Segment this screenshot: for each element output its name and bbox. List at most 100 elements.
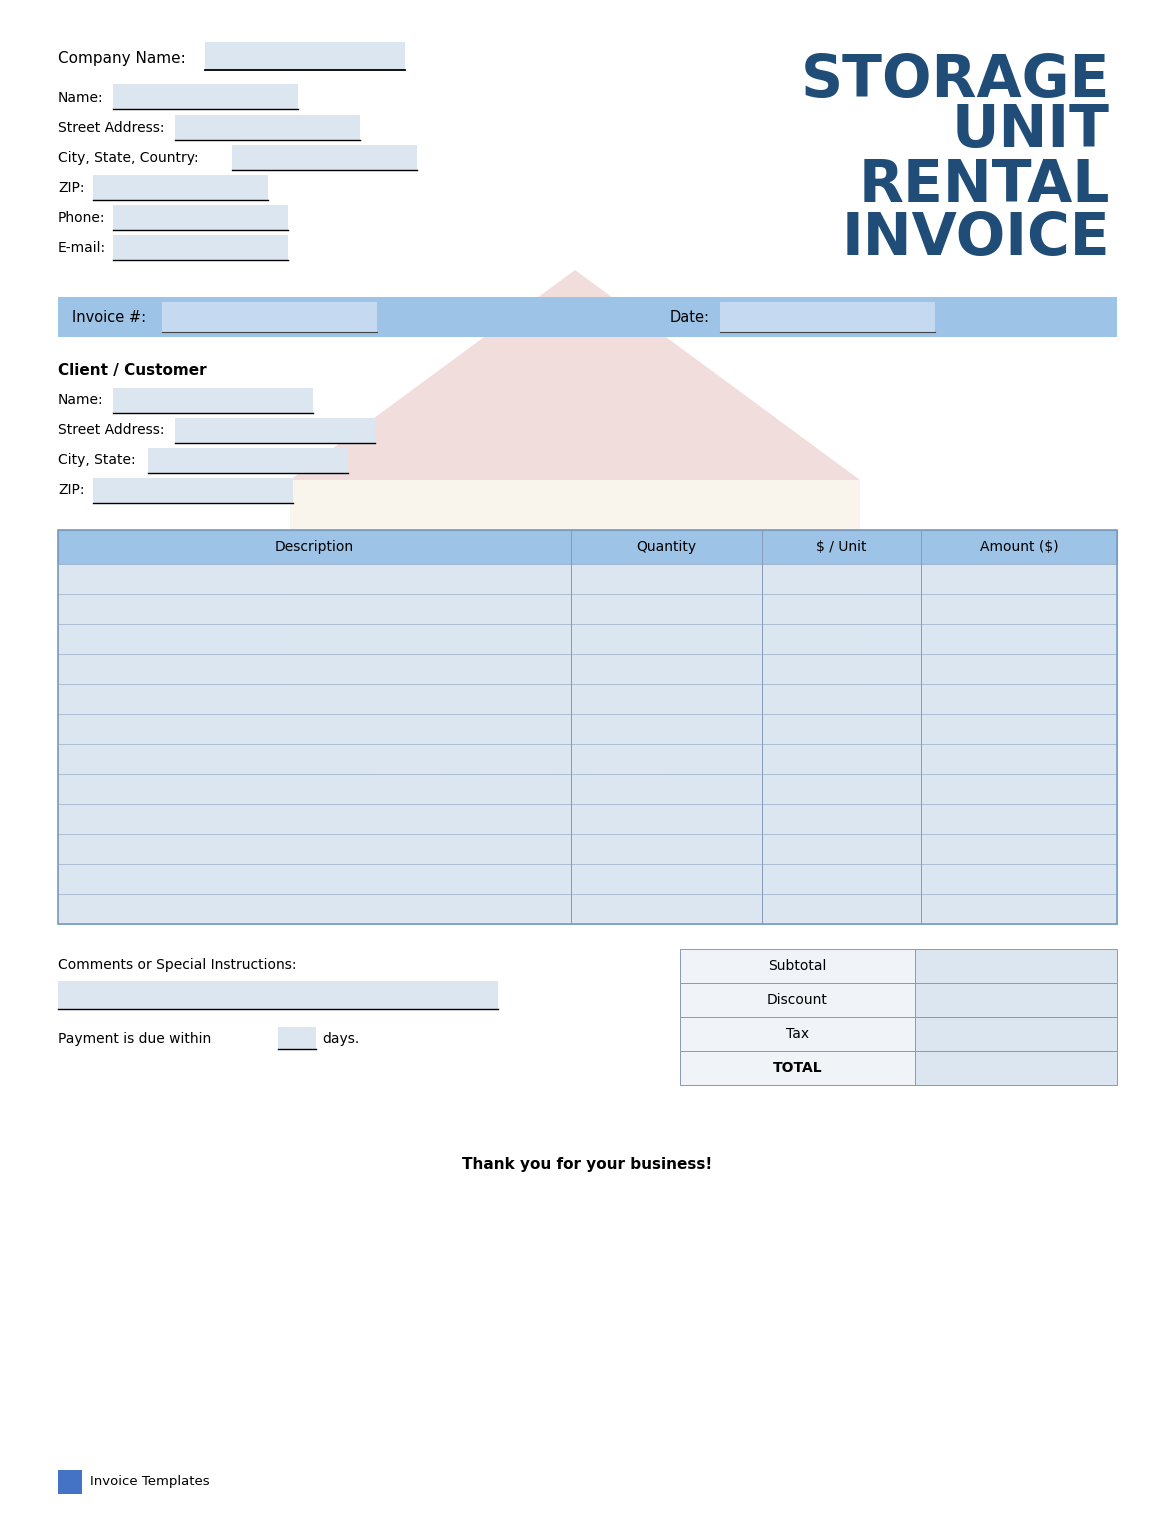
Bar — [915, 983, 1117, 1017]
Bar — [680, 983, 915, 1017]
Bar — [763, 624, 921, 654]
Text: E-mail:: E-mail: — [58, 241, 106, 255]
Bar — [571, 654, 763, 684]
Bar — [58, 714, 571, 744]
Bar — [571, 594, 763, 624]
Text: Payment is due within: Payment is due within — [58, 1032, 212, 1046]
Text: Name:: Name: — [58, 394, 103, 408]
Bar — [680, 949, 915, 983]
Text: Amount ($): Amount ($) — [980, 540, 1059, 554]
Bar — [921, 744, 1117, 774]
Text: STORAGE: STORAGE — [800, 51, 1110, 109]
Bar — [113, 205, 288, 231]
Bar — [58, 981, 498, 1009]
Text: ZIP:: ZIP: — [58, 181, 85, 195]
Bar — [58, 624, 571, 654]
Text: Phone:: Phone: — [58, 211, 106, 225]
Polygon shape — [290, 271, 860, 480]
Bar — [571, 834, 763, 864]
Text: Name:: Name: — [58, 91, 103, 105]
Bar — [763, 564, 921, 594]
Bar — [763, 804, 921, 834]
Bar — [915, 949, 1117, 983]
Bar — [921, 804, 1117, 834]
Bar — [58, 531, 1117, 564]
Text: ZIP:: ZIP: — [58, 483, 85, 497]
Bar — [763, 684, 921, 714]
Bar — [58, 864, 571, 894]
Text: Date:: Date: — [670, 309, 710, 325]
Bar — [921, 594, 1117, 624]
Bar — [763, 774, 921, 804]
Bar — [481, 755, 555, 791]
Bar — [58, 564, 571, 594]
Bar — [590, 755, 665, 791]
Text: Invoice #:: Invoice #: — [72, 309, 146, 325]
Text: Street Address:: Street Address: — [58, 423, 164, 437]
Bar — [58, 684, 571, 714]
Bar — [921, 684, 1117, 714]
Text: TOTAL: TOTAL — [773, 1061, 822, 1075]
Bar — [763, 894, 921, 924]
Bar — [763, 864, 921, 894]
Bar — [162, 301, 377, 332]
Text: Tax: Tax — [786, 1027, 810, 1041]
Bar — [58, 594, 571, 624]
Text: RENTAL: RENTAL — [859, 157, 1110, 214]
Text: Client / Customer: Client / Customer — [58, 363, 207, 377]
Bar — [370, 755, 445, 791]
Text: Company Name:: Company Name: — [58, 51, 186, 66]
Text: Discount: Discount — [767, 994, 828, 1007]
Bar — [571, 744, 763, 774]
Bar — [680, 1050, 915, 1084]
Bar — [921, 714, 1117, 744]
Bar — [763, 654, 921, 684]
Bar — [571, 714, 763, 744]
Bar — [680, 1017, 915, 1050]
Bar — [571, 894, 763, 924]
Bar — [204, 42, 405, 71]
Bar — [921, 564, 1117, 594]
Bar — [921, 834, 1117, 864]
Bar — [571, 684, 763, 714]
Bar — [58, 297, 1117, 337]
Bar — [763, 714, 921, 744]
Bar — [58, 1470, 82, 1493]
Text: INVOICE: INVOICE — [841, 209, 1110, 266]
Text: Description: Description — [275, 540, 354, 554]
Text: City, State, Country:: City, State, Country: — [58, 151, 199, 165]
Bar — [175, 115, 360, 140]
Bar — [58, 894, 571, 924]
Bar — [231, 145, 417, 171]
Bar — [921, 654, 1117, 684]
Text: Invoice Templates: Invoice Templates — [90, 1475, 209, 1489]
Text: City, State:: City, State: — [58, 454, 135, 468]
Bar — [58, 834, 571, 864]
Text: Subtotal: Subtotal — [768, 960, 827, 974]
Bar — [763, 744, 921, 774]
Bar — [720, 301, 935, 332]
Bar — [93, 478, 293, 503]
Text: Quantity: Quantity — [637, 540, 697, 554]
Bar — [571, 864, 763, 894]
Bar — [175, 418, 375, 443]
Bar — [93, 175, 268, 200]
Bar — [571, 774, 763, 804]
Bar — [58, 654, 571, 684]
Text: days.: days. — [322, 1032, 360, 1046]
Bar — [58, 804, 571, 834]
Bar — [763, 834, 921, 864]
Bar — [113, 85, 298, 109]
Text: UNIT: UNIT — [952, 102, 1110, 158]
Bar — [921, 894, 1117, 924]
Bar — [921, 774, 1117, 804]
Bar — [58, 774, 571, 804]
Bar — [571, 564, 763, 594]
Bar — [571, 624, 763, 654]
Bar — [278, 1027, 316, 1049]
Bar — [290, 480, 860, 791]
Bar — [915, 1050, 1117, 1084]
Bar — [915, 1017, 1117, 1050]
Text: Comments or Special Instructions:: Comments or Special Instructions: — [58, 958, 296, 972]
Bar — [58, 744, 571, 774]
